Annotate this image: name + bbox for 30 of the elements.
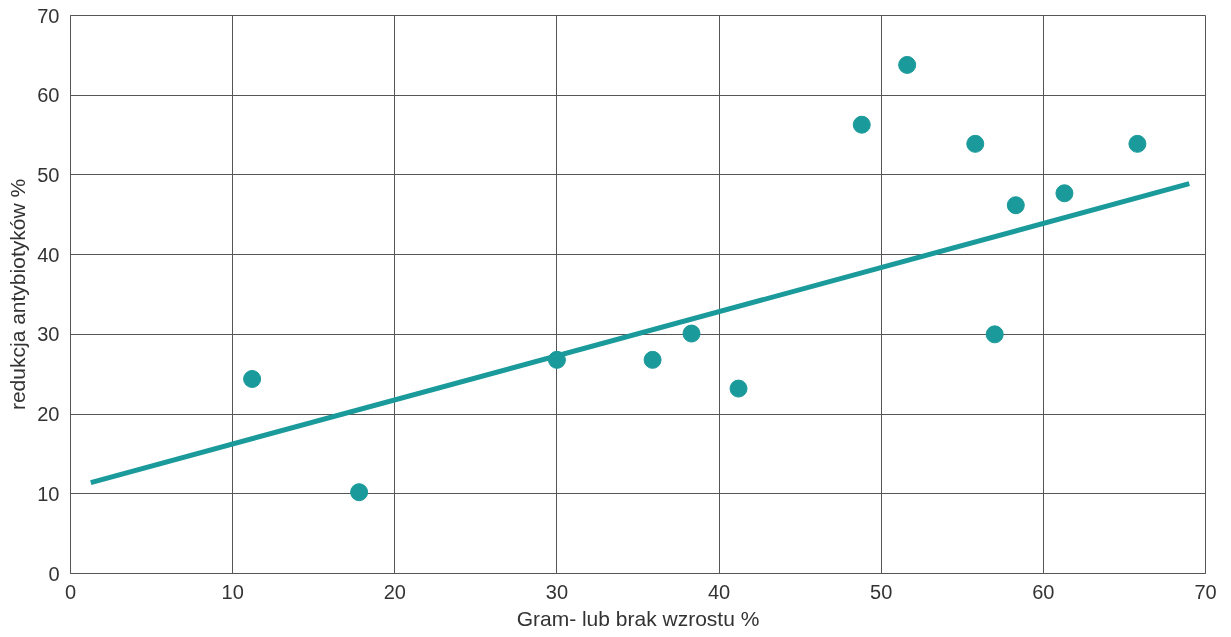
point: [985, 325, 1004, 344]
y-tick-label: 60: [37, 84, 60, 107]
x-tick-label: 10: [221, 580, 244, 603]
point: [898, 55, 917, 74]
x-axis-title: Gram- lub brak wzrostu %: [516, 606, 760, 630]
x-tick-label: 0: [64, 580, 77, 603]
x-tick-label: 60: [1032, 580, 1055, 603]
y-tick-label: 70: [37, 4, 60, 27]
y-tick-label: 50: [37, 163, 60, 186]
x-tick-label: 50: [870, 580, 893, 603]
y-tick-label: 40: [37, 243, 60, 266]
point: [852, 115, 871, 134]
y-tick-label: 10: [37, 482, 60, 505]
y-axis-title: redukcja antybiotyków %: [6, 178, 30, 411]
point: [682, 324, 701, 343]
point: [1055, 184, 1074, 203]
x-tick-label: 40: [707, 580, 731, 603]
point: [243, 370, 262, 388]
point: [350, 483, 369, 502]
x-tick-label: 70: [1194, 580, 1217, 603]
x-tick-label: 20: [383, 580, 406, 603]
x-tick-label: 30: [545, 580, 569, 603]
point: [966, 134, 985, 153]
point: [643, 350, 662, 369]
point: [729, 379, 748, 398]
point: [1006, 196, 1025, 215]
point: [1128, 134, 1147, 153]
y-tick-label: 20: [37, 403, 60, 426]
y-tick-label: 30: [37, 323, 60, 346]
y-tick-label: 0: [48, 562, 60, 585]
